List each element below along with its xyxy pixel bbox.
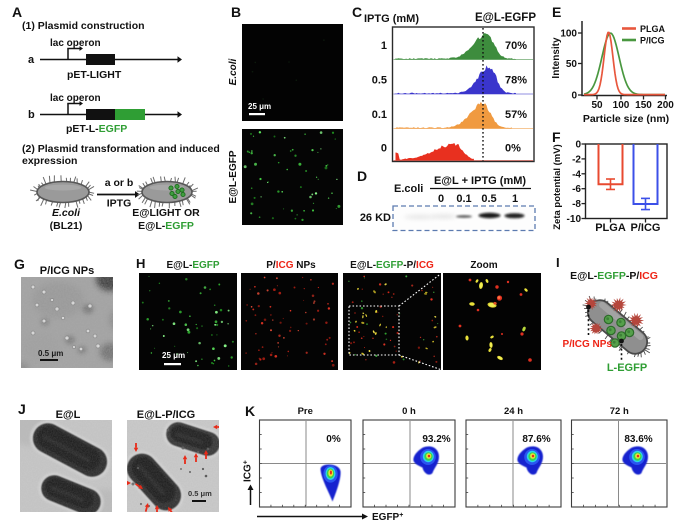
svg-text:E.coli: E.coli <box>394 183 423 195</box>
svg-text:0: 0 <box>575 140 581 151</box>
svg-text:1: 1 <box>381 40 387 52</box>
svg-text:F: F <box>552 129 561 145</box>
svg-text:0: 0 <box>571 91 577 102</box>
svg-text:(1) Plasmid construction: (1) Plasmid construction <box>22 20 145 32</box>
svg-text:0.5 μm: 0.5 μm <box>188 489 212 498</box>
svg-text:IPTG: IPTG <box>107 198 132 210</box>
svg-text:E@L-EGFP-P/ICG: E@L-EGFP-P/ICG <box>570 270 658 282</box>
svg-text:57%: 57% <box>505 109 527 121</box>
svg-text:50: 50 <box>591 100 603 111</box>
svg-text:E@LIGHT OR: E@LIGHT OR <box>132 207 200 219</box>
svg-text:0: 0 <box>438 193 444 205</box>
svg-text:E@L + IPTG (mM): E@L + IPTG (mM) <box>434 175 526 187</box>
svg-text:(2) Plasmid transformation and: (2) Plasmid transformation and induced <box>22 143 220 155</box>
svg-text:-2: -2 <box>572 154 581 165</box>
svg-text:0%: 0% <box>505 143 521 155</box>
svg-text:E@L-EGFP: E@L-EGFP <box>138 220 194 232</box>
svg-text:(BL21): (BL21) <box>50 220 83 232</box>
svg-text:E@L-EGFP: E@L-EGFP <box>228 150 239 203</box>
svg-text:b: b <box>28 109 35 121</box>
svg-text:100: 100 <box>560 29 577 40</box>
svg-text:0.5 μm: 0.5 μm <box>38 349 63 358</box>
svg-text:P/ICG: P/ICG <box>631 222 661 234</box>
svg-text:A: A <box>12 4 22 20</box>
svg-text:E@L: E@L <box>56 409 81 421</box>
svg-text:K: K <box>245 403 255 419</box>
svg-text:-8: -8 <box>572 199 581 210</box>
svg-text:PLGA: PLGA <box>595 222 626 234</box>
svg-text:1: 1 <box>512 193 518 205</box>
svg-text:26 KD: 26 KD <box>360 212 391 224</box>
svg-text:Particle size (nm): Particle size (nm) <box>583 113 669 125</box>
svg-text:pET-L-EGFP: pET-L-EGFP <box>66 123 127 135</box>
svg-text:0.5: 0.5 <box>372 75 387 87</box>
svg-text:-10: -10 <box>567 214 582 225</box>
svg-text:Pre: Pre <box>298 406 313 417</box>
svg-text:72 h: 72 h <box>610 406 629 417</box>
svg-text:0 h: 0 h <box>402 406 416 417</box>
svg-text:200: 200 <box>657 100 674 111</box>
svg-text:P/ICG NPs: P/ICG NPs <box>266 260 316 271</box>
svg-text:H: H <box>136 256 145 271</box>
svg-text:ICG+: ICG+ <box>242 460 254 482</box>
svg-text:J: J <box>18 401 26 417</box>
svg-text:a: a <box>28 54 35 66</box>
svg-text:lac operon: lac operon <box>50 38 101 49</box>
svg-text:Zoom: Zoom <box>470 260 497 271</box>
svg-text:E@L-P/ICG: E@L-P/ICG <box>137 409 195 421</box>
svg-text:expression: expression <box>22 155 77 167</box>
svg-text:lac operon: lac operon <box>50 93 101 104</box>
svg-text:E@L-EGFP-P/ICG: E@L-EGFP-P/ICG <box>350 260 434 271</box>
svg-text:L-EGFP: L-EGFP <box>607 362 647 374</box>
svg-text:a or b: a or b <box>105 177 134 189</box>
svg-text:100: 100 <box>613 100 630 111</box>
svg-text:pET-LIGHT: pET-LIGHT <box>67 69 122 81</box>
svg-text:I: I <box>556 255 560 270</box>
svg-text:E@L-EGFP: E@L-EGFP <box>166 260 219 271</box>
svg-text:150: 150 <box>635 100 652 111</box>
svg-text:C: C <box>352 4 362 20</box>
svg-text:E.coli: E.coli <box>52 207 81 219</box>
svg-text:-6: -6 <box>572 184 581 195</box>
svg-text:25 μm: 25 μm <box>162 351 185 360</box>
svg-text:50: 50 <box>566 59 578 70</box>
svg-text:93.2%: 93.2% <box>422 434 450 445</box>
svg-text:P/ICG NPs: P/ICG NPs <box>40 265 94 277</box>
svg-text:P/ICG: P/ICG <box>640 36 665 46</box>
svg-text:70%: 70% <box>505 40 527 52</box>
svg-text:Intensity: Intensity <box>551 37 562 79</box>
svg-text:83.6%: 83.6% <box>624 434 652 445</box>
svg-text:Zeta potential (mV): Zeta potential (mV) <box>552 144 563 230</box>
svg-text:PLGA: PLGA <box>640 24 666 34</box>
svg-text:25 μm: 25 μm <box>248 102 271 111</box>
svg-text:24 h: 24 h <box>504 406 523 417</box>
svg-text:0.1: 0.1 <box>372 109 387 121</box>
svg-text:IPTG (mM): IPTG (mM) <box>364 13 419 25</box>
svg-text:87.6%: 87.6% <box>522 434 550 445</box>
svg-text:0: 0 <box>381 143 387 155</box>
svg-text:E: E <box>552 4 561 20</box>
svg-text:E@L-EGFP: E@L-EGFP <box>475 12 536 24</box>
svg-text:B: B <box>231 4 241 20</box>
svg-text:EGFP+: EGFP+ <box>372 512 403 524</box>
svg-text:G: G <box>14 256 25 272</box>
svg-text:D: D <box>357 168 367 184</box>
svg-text:E.coli: E.coli <box>228 58 239 85</box>
svg-text:0.1: 0.1 <box>456 193 471 205</box>
svg-text:P/ICG NPs: P/ICG NPs <box>563 339 613 350</box>
svg-text:0%: 0% <box>326 434 341 445</box>
svg-text:78%: 78% <box>505 75 527 87</box>
svg-text:0.5: 0.5 <box>481 193 496 205</box>
svg-text:-4: -4 <box>572 169 581 180</box>
